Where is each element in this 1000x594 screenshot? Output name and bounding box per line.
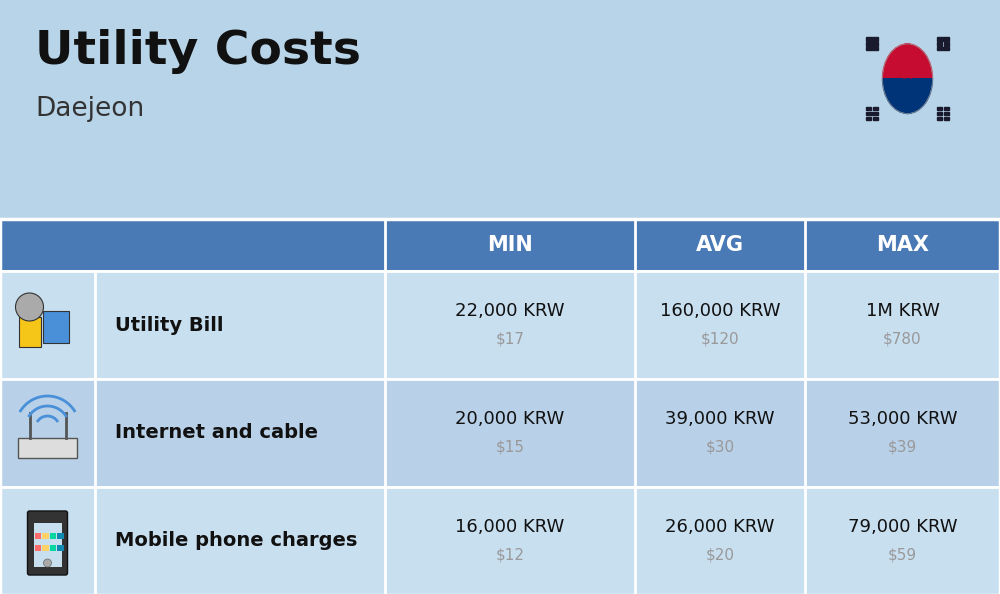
Text: Utility Costs: Utility Costs [35, 29, 361, 74]
Text: $12: $12 [495, 548, 524, 563]
Text: 26,000 KRW: 26,000 KRW [665, 518, 775, 536]
Bar [944, 42, 949, 46]
Bar [57, 532, 64, 539]
Text: $17: $17 [495, 331, 524, 346]
Bar [50, 532, 56, 539]
Text: $30: $30 [705, 440, 735, 454]
Text: $15: $15 [495, 440, 524, 454]
Text: AVG: AVG [696, 235, 744, 255]
Bar [944, 112, 949, 115]
Bar [866, 117, 871, 120]
Text: $120: $120 [701, 331, 739, 346]
Circle shape [15, 293, 44, 321]
FancyBboxPatch shape [27, 511, 68, 575]
Bar [937, 107, 942, 110]
Bar [944, 117, 949, 120]
Bar [944, 107, 949, 110]
Bar [34, 532, 41, 539]
Bar [26, 307, 36, 317]
Circle shape [44, 559, 52, 567]
Bar [18, 438, 77, 458]
Text: Daejeon: Daejeon [35, 96, 144, 122]
Bar [866, 42, 878, 46]
Text: Mobile phone charges: Mobile phone charges [115, 532, 357, 551]
Bar [0, 219, 1000, 271]
Text: $39: $39 [888, 440, 917, 454]
Bar [937, 37, 949, 40]
Text: $59: $59 [888, 548, 917, 563]
Bar [937, 48, 949, 50]
Text: $780: $780 [883, 331, 922, 346]
Text: 22,000 KRW: 22,000 KRW [455, 302, 565, 320]
Bar [0, 379, 1000, 487]
Bar [866, 48, 878, 50]
Bar [866, 107, 871, 110]
Bar [50, 545, 56, 551]
Bar [937, 112, 942, 115]
Bar [34, 523, 62, 567]
Text: MIN: MIN [487, 235, 533, 255]
Circle shape [895, 78, 920, 113]
Bar [42, 311, 68, 343]
Wedge shape [883, 78, 932, 113]
Bar [873, 117, 878, 120]
Bar [873, 107, 878, 110]
Bar [0, 271, 1000, 379]
Bar [57, 545, 64, 551]
Bar [42, 545, 48, 551]
Wedge shape [883, 44, 932, 78]
Bar [866, 37, 878, 40]
Text: Internet and cable: Internet and cable [115, 424, 318, 443]
Bar [0, 219, 1000, 594]
Bar [937, 42, 942, 46]
Text: MAX: MAX [876, 235, 929, 255]
Text: $20: $20 [706, 548, 734, 563]
Text: 53,000 KRW: 53,000 KRW [848, 410, 957, 428]
Bar [34, 545, 41, 551]
Bar [937, 117, 942, 120]
Bar [42, 532, 48, 539]
Text: 160,000 KRW: 160,000 KRW [660, 302, 780, 320]
Text: 20,000 KRW: 20,000 KRW [455, 410, 565, 428]
Text: Utility Bill: Utility Bill [115, 315, 224, 334]
Circle shape [895, 44, 920, 79]
Text: 1M KRW: 1M KRW [866, 302, 939, 320]
Text: 79,000 KRW: 79,000 KRW [848, 518, 957, 536]
Bar [19, 317, 41, 347]
Bar [0, 487, 1000, 594]
Circle shape [883, 44, 932, 113]
Text: 16,000 KRW: 16,000 KRW [455, 518, 565, 536]
Text: 39,000 KRW: 39,000 KRW [665, 410, 775, 428]
Bar [866, 112, 878, 115]
